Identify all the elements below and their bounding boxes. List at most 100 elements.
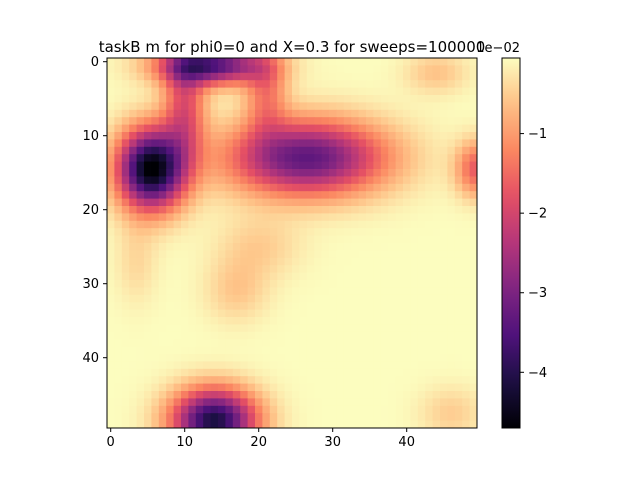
heatmap-cell	[314, 354, 323, 362]
heatmap-cell	[269, 228, 278, 237]
heatmap-cell	[314, 124, 323, 133]
heatmap-cell	[232, 383, 241, 392]
heatmap-cell	[403, 117, 411, 126]
heatmap-cell	[329, 109, 337, 118]
heatmap-cell	[240, 72, 249, 81]
heatmap-cell	[188, 87, 197, 96]
heatmap-cell	[277, 198, 286, 207]
heatmap-cell	[188, 154, 197, 163]
heatmap-cell	[129, 294, 138, 303]
heatmap-cell	[129, 250, 138, 259]
heatmap-cell	[136, 368, 145, 377]
heatmap-cell	[210, 368, 219, 377]
heatmap-cell	[136, 405, 145, 414]
heatmap-cell	[210, 420, 219, 429]
heatmap-cell	[329, 102, 337, 111]
heatmap-cell	[240, 65, 249, 74]
heatmap-cell	[388, 72, 397, 81]
heatmap-cell	[343, 272, 352, 281]
heatmap-cell	[210, 220, 219, 229]
heatmap-cell	[181, 124, 189, 133]
heatmap-cell	[225, 398, 234, 407]
heatmap-cell	[358, 243, 367, 251]
heatmap-cell	[306, 191, 315, 200]
heatmap-cell	[462, 109, 471, 118]
heatmap-cell	[218, 169, 226, 177]
heatmap-cell	[225, 146, 234, 155]
heatmap-cell	[432, 339, 441, 348]
heatmap-cell	[395, 109, 404, 118]
heatmap-cell	[351, 235, 360, 244]
heatmap-cell	[284, 124, 293, 133]
heatmap-cell	[351, 398, 360, 407]
heatmap-cell	[417, 198, 426, 207]
heatmap-cell	[225, 331, 234, 340]
heatmap-cell	[343, 331, 352, 340]
heatmap-cell	[388, 346, 397, 355]
heatmap-cell	[151, 191, 160, 200]
heatmap-cell	[321, 309, 330, 318]
heatmap-cell	[469, 80, 478, 89]
heatmap-cell	[454, 124, 463, 133]
heatmap-cell	[262, 191, 271, 200]
heatmap-cell	[210, 176, 219, 185]
heatmap-cell	[232, 280, 241, 288]
heatmap-cell	[432, 87, 441, 96]
heatmap-cell	[380, 317, 389, 325]
heatmap-cell	[255, 206, 263, 214]
heatmap-cell	[136, 376, 145, 385]
heatmap-cell	[269, 309, 278, 318]
heatmap-cell	[299, 198, 308, 207]
heatmap-cell	[432, 257, 441, 266]
heatmap-cell	[247, 183, 256, 192]
heatmap-cell	[454, 139, 463, 148]
heatmap-cell	[195, 183, 204, 192]
heatmap-cell	[195, 161, 204, 170]
heatmap-cell	[136, 154, 145, 163]
heatmap-cell	[114, 169, 123, 177]
heatmap-cell	[373, 65, 382, 74]
heatmap-cell	[129, 235, 138, 244]
heatmap-cell	[218, 213, 226, 222]
heatmap-cell	[203, 169, 212, 177]
heatmap-cell	[247, 198, 256, 207]
heatmap-cell	[462, 317, 471, 325]
heatmap-cell	[358, 413, 367, 422]
heatmap-cell	[410, 139, 419, 148]
heatmap-cell	[306, 272, 315, 281]
heatmap-cell	[277, 220, 286, 229]
heatmap-cell	[366, 191, 374, 200]
heatmap-cell	[114, 250, 123, 259]
heatmap-cell	[262, 228, 271, 237]
heatmap-cell	[262, 154, 271, 163]
heatmap-cell	[262, 413, 271, 422]
heatmap-cell	[403, 391, 411, 399]
heatmap-cell	[218, 287, 226, 296]
heatmap-cell	[395, 420, 404, 429]
heatmap-cell	[388, 154, 397, 163]
heatmap-cell	[121, 324, 130, 333]
heatmap-cell	[262, 80, 271, 89]
heatmap-cell	[225, 354, 234, 362]
heatmap-cell	[447, 302, 456, 311]
heatmap-cell	[395, 213, 404, 222]
heatmap-cell	[181, 235, 189, 244]
heatmap-cell	[343, 213, 352, 222]
heatmap-cell	[388, 117, 397, 126]
heatmap-cell	[195, 58, 204, 66]
heatmap-cell	[380, 331, 389, 340]
heatmap-cell	[366, 228, 374, 237]
heatmap-cell	[188, 65, 197, 74]
heatmap-cell	[225, 198, 234, 207]
heatmap-cell	[314, 58, 323, 66]
heatmap-cell	[299, 346, 308, 355]
heatmap-cell	[343, 95, 352, 103]
heatmap-cell	[454, 272, 463, 281]
heatmap-cell	[358, 272, 367, 281]
heatmap-cell	[373, 80, 382, 89]
heatmap-cell	[358, 331, 367, 340]
heatmap-cell	[292, 65, 300, 74]
heatmap-cell	[158, 235, 167, 244]
heatmap-cell	[469, 109, 478, 118]
heatmap-cell	[395, 102, 404, 111]
